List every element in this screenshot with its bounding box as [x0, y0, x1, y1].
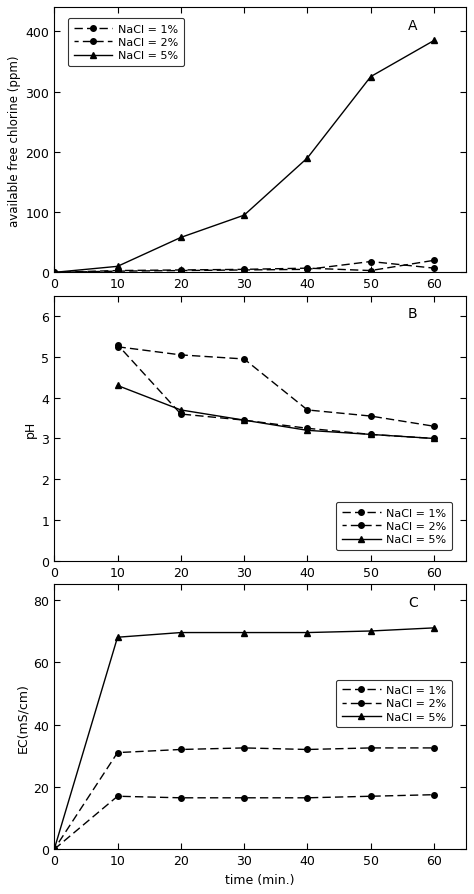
Line: NaCl = 5%: NaCl = 5%: [51, 38, 438, 276]
NaCl = 1%: [241, 266, 247, 276]
NaCl = 2%: [305, 264, 310, 274]
NaCl = 1%: [305, 405, 310, 416]
NaCl = 1%: [241, 793, 247, 804]
NaCl = 2%: [241, 265, 247, 275]
NaCl = 5%: [241, 416, 247, 426]
NaCl = 1%: [305, 793, 310, 804]
NaCl = 5%: [115, 381, 120, 392]
NaCl = 2%: [115, 340, 120, 350]
Line: NaCl = 1%: NaCl = 1%: [52, 259, 437, 276]
NaCl = 2%: [431, 434, 437, 444]
NaCl = 5%: [241, 628, 247, 638]
NaCl = 1%: [178, 793, 183, 804]
NaCl = 1%: [115, 342, 120, 353]
NaCl = 2%: [115, 266, 120, 276]
NaCl = 1%: [368, 257, 374, 267]
Legend: NaCl = 1%, NaCl = 2%, NaCl = 5%: NaCl = 1%, NaCl = 2%, NaCl = 5%: [336, 502, 452, 551]
NaCl = 2%: [368, 266, 374, 276]
Legend: NaCl = 1%, NaCl = 2%, NaCl = 5%: NaCl = 1%, NaCl = 2%, NaCl = 5%: [336, 679, 452, 728]
Y-axis label: pH: pH: [24, 420, 37, 437]
Legend: NaCl = 1%, NaCl = 2%, NaCl = 5%: NaCl = 1%, NaCl = 2%, NaCl = 5%: [68, 19, 184, 67]
NaCl = 5%: [431, 434, 437, 444]
Text: B: B: [408, 307, 418, 321]
Text: A: A: [408, 19, 418, 33]
Text: C: C: [408, 595, 418, 609]
NaCl = 5%: [178, 232, 183, 243]
NaCl = 2%: [305, 424, 310, 434]
X-axis label: time (min.): time (min.): [225, 873, 295, 886]
NaCl = 1%: [51, 267, 57, 278]
Line: NaCl = 1%: NaCl = 1%: [52, 792, 437, 852]
NaCl = 1%: [368, 411, 374, 422]
Line: NaCl = 2%: NaCl = 2%: [52, 258, 437, 276]
NaCl = 5%: [305, 426, 310, 436]
NaCl = 2%: [51, 267, 57, 278]
NaCl = 1%: [241, 354, 247, 365]
NaCl = 1%: [431, 421, 437, 432]
Line: NaCl = 5%: NaCl = 5%: [114, 383, 438, 443]
NaCl = 5%: [51, 844, 57, 855]
Y-axis label: available free chlorine (ppm): available free chlorine (ppm): [9, 55, 21, 226]
NaCl = 2%: [178, 409, 183, 420]
NaCl = 2%: [368, 743, 374, 754]
Line: NaCl = 1%: NaCl = 1%: [115, 344, 437, 429]
NaCl = 2%: [368, 429, 374, 440]
Line: NaCl = 2%: NaCl = 2%: [115, 342, 437, 442]
NaCl = 1%: [305, 265, 310, 275]
NaCl = 5%: [305, 154, 310, 164]
NaCl = 5%: [241, 210, 247, 221]
Line: NaCl = 5%: NaCl = 5%: [51, 625, 438, 853]
NaCl = 2%: [305, 745, 310, 755]
NaCl = 2%: [241, 743, 247, 754]
NaCl = 5%: [115, 262, 120, 273]
NaCl = 1%: [431, 264, 437, 274]
NaCl = 5%: [305, 628, 310, 638]
NaCl = 2%: [431, 256, 437, 266]
NaCl = 1%: [368, 791, 374, 802]
NaCl = 5%: [431, 623, 437, 634]
NaCl = 1%: [115, 791, 120, 802]
NaCl = 2%: [178, 266, 183, 276]
NaCl = 2%: [51, 844, 57, 855]
NaCl = 5%: [115, 632, 120, 643]
NaCl = 2%: [178, 745, 183, 755]
NaCl = 1%: [51, 844, 57, 855]
NaCl = 5%: [51, 267, 57, 278]
NaCl = 1%: [115, 266, 120, 277]
NaCl = 1%: [431, 789, 437, 800]
NaCl = 5%: [368, 72, 374, 83]
NaCl = 1%: [178, 266, 183, 276]
NaCl = 5%: [178, 628, 183, 638]
NaCl = 5%: [431, 36, 437, 46]
NaCl = 5%: [178, 405, 183, 416]
Y-axis label: EC(mS/cm): EC(mS/cm): [16, 682, 29, 752]
NaCl = 2%: [431, 743, 437, 754]
NaCl = 2%: [241, 416, 247, 426]
NaCl = 2%: [115, 747, 120, 758]
NaCl = 5%: [368, 626, 374, 637]
Line: NaCl = 2%: NaCl = 2%: [52, 746, 437, 852]
NaCl = 1%: [178, 350, 183, 361]
NaCl = 5%: [368, 429, 374, 440]
